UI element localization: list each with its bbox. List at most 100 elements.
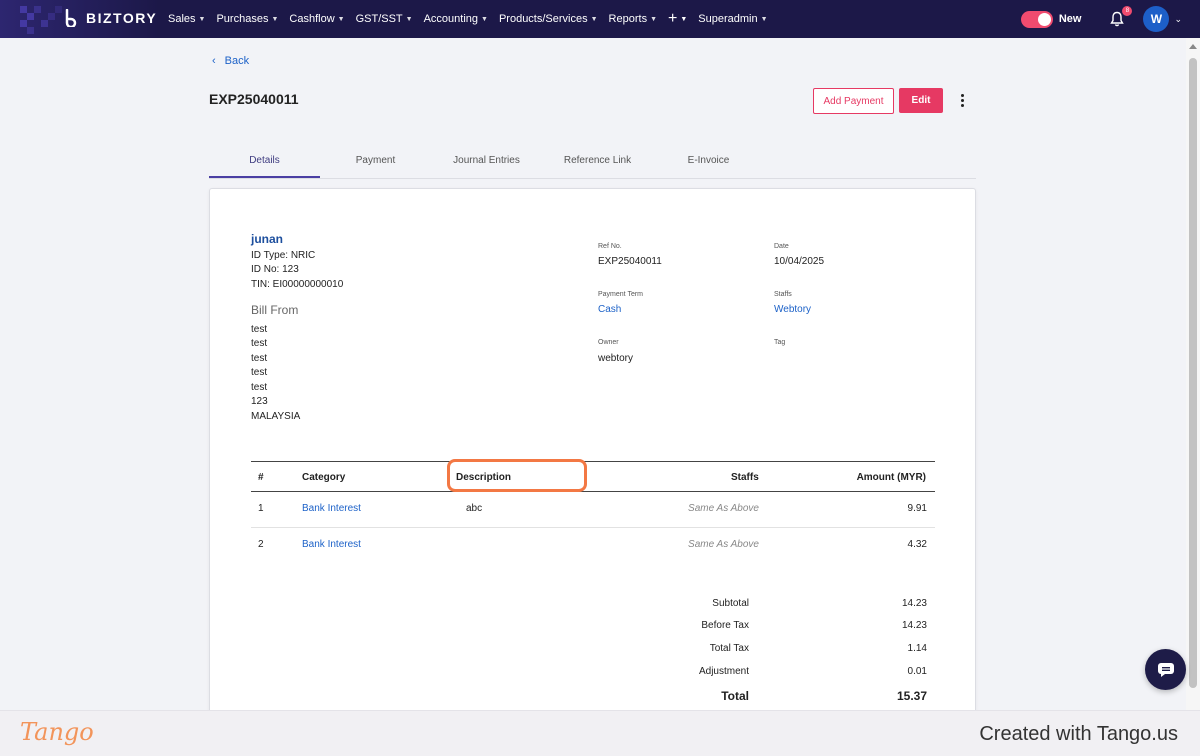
staffs-link[interactable]: Webtory	[774, 304, 812, 315]
date-label: Date	[774, 243, 789, 250]
bill-from-line: test	[251, 353, 268, 364]
caret-down-icon: ▼	[481, 15, 488, 23]
bell-icon	[1110, 11, 1125, 27]
more-options-kebab-icon[interactable]	[957, 93, 967, 109]
contact-id-type: ID Type: NRIC	[251, 250, 316, 261]
contact-name-link[interactable]: junan	[251, 232, 283, 246]
quick-add-menu[interactable]: + ▼	[668, 10, 687, 28]
chat-icon	[1157, 662, 1174, 677]
main-menu: Sales ▼ Purchases ▼ Cashflow ▼ GST/SST ▼ Acc…	[168, 0, 768, 38]
contact-tin: TIN: EI00000000010	[251, 279, 344, 290]
bill-from-line: test	[251, 338, 268, 349]
menu-item-superadmin[interactable]: Superadmin ▼	[698, 13, 767, 25]
column-header-staffs: Staffs	[731, 472, 759, 483]
menu-label: Superadmin	[698, 13, 758, 25]
tab-payment[interactable]: Payment	[355, 155, 396, 166]
row-amount: 4.32	[907, 539, 927, 550]
menu-label: GST/SST	[355, 13, 403, 25]
bill-from-line: test	[251, 324, 268, 335]
row-staffs: Same As Above	[688, 539, 759, 550]
new-ui-toggle[interactable]	[1020, 10, 1053, 28]
row-amount: 9.91	[907, 503, 927, 514]
table-row: 1 Bank Interest abc Same As Above 9.91	[251, 492, 935, 528]
ref-no-label: Ref No.	[598, 243, 622, 250]
owner-value: webtory	[598, 353, 634, 364]
column-header-number: #	[258, 472, 264, 483]
total-value: 15.37	[896, 689, 927, 703]
page-title: EXP25040011	[209, 91, 299, 107]
chevron-down-icon[interactable]: ⌄	[1174, 13, 1182, 24]
menu-item-sales[interactable]: Sales ▼	[168, 13, 205, 25]
caret-down-icon: ▼	[680, 15, 688, 23]
row-description: abc	[466, 503, 483, 514]
page-scrollbar[interactable]	[1186, 38, 1200, 710]
scroll-up-arrow-icon[interactable]	[1189, 44, 1197, 49]
add-payment-button[interactable]: Add Payment	[813, 88, 894, 114]
plus-icon: +	[668, 10, 678, 27]
total-label: Total	[721, 689, 749, 703]
caret-down-icon: ▼	[271, 15, 279, 23]
tag-label: Tag	[774, 339, 786, 346]
tango-footer: Tango Created with Tango.us	[0, 710, 1200, 756]
edit-button[interactable]: Edit	[899, 88, 943, 113]
before-tax-value: 14.23	[901, 620, 927, 631]
tango-logo: Tango	[20, 718, 94, 746]
menu-label: Purchases	[216, 13, 269, 25]
caret-down-icon: ▼	[590, 15, 598, 23]
row-category-link[interactable]: Bank Interest	[302, 539, 361, 550]
contact-id-no: ID No: 123	[251, 264, 299, 275]
caret-down-icon: ▼	[405, 15, 413, 23]
bill-from-line: 123	[251, 396, 268, 407]
brand-logo-link[interactable]: BIZTORY	[64, 9, 157, 27]
back-link[interactable]: ‹ Back	[212, 55, 249, 67]
caret-down-icon: ▼	[650, 15, 658, 23]
adjustment-value: 0.01	[907, 666, 927, 677]
before-tax-label: Before Tax	[701, 620, 749, 631]
column-header-category: Category	[302, 472, 346, 483]
bill-from-line: test	[251, 382, 268, 393]
caret-down-icon: ▼	[760, 15, 768, 23]
back-label: Back	[224, 55, 250, 67]
caret-down-icon: ▼	[337, 15, 345, 23]
tab-journal-entries[interactable]: Journal Entries	[453, 155, 520, 166]
chat-support-button[interactable]	[1145, 649, 1186, 690]
menu-item-products-services[interactable]: Products/Services ▼	[499, 13, 598, 25]
tab-details[interactable]: Details	[209, 143, 320, 178]
total-tax-value: 1.14	[907, 643, 927, 654]
menu-item-cashflow[interactable]: Cashflow ▼	[289, 13, 344, 25]
menu-item-reports[interactable]: Reports ▼	[609, 13, 657, 25]
bill-from-line: MALAYSIA	[251, 411, 301, 422]
menu-item-purchases[interactable]: Purchases ▼	[216, 13, 278, 25]
scrollbar-thumb[interactable]	[1189, 58, 1197, 688]
user-avatar[interactable]: W	[1143, 6, 1170, 32]
notifications-button[interactable]: 8	[1109, 6, 1133, 27]
biztory-logo-icon	[65, 9, 77, 27]
toggle-knob	[1037, 12, 1051, 26]
menu-item-accounting[interactable]: Accounting ▼	[424, 13, 488, 25]
table-row: 2 Bank Interest Same As Above 4.32	[251, 528, 935, 564]
menu-label: Cashflow	[289, 13, 335, 25]
detail-tabs: Details Payment Journal Entries Referenc…	[209, 143, 976, 179]
tab-reference-link[interactable]: Reference Link	[563, 155, 632, 166]
total-tax-label: Total Tax	[709, 643, 749, 654]
brand-area	[0, 0, 160, 38]
caret-down-icon: ▼	[198, 15, 206, 23]
tango-credit: Created with Tango.us	[979, 723, 1178, 745]
menu-label: Sales	[168, 13, 196, 25]
bill-from-heading: Bill From	[251, 303, 299, 317]
menu-item-gst-sst[interactable]: GST/SST ▼	[356, 13, 413, 25]
column-header-amount: Amount (MYR)	[856, 472, 926, 483]
expense-items-table: # Category Description Staffs Amount (MY…	[251, 461, 935, 564]
nav-right: New 8 W ⌄	[1020, 0, 1182, 38]
payment-term-link[interactable]: Cash	[598, 304, 622, 315]
menu-label: Products/Services	[498, 13, 588, 25]
brand-name: BIZTORY	[86, 10, 158, 26]
column-header-description: Description	[456, 472, 512, 483]
tab-e-invoice[interactable]: E-Invoice	[687, 155, 730, 166]
bill-from-line: test	[251, 367, 268, 378]
menu-label: Accounting	[423, 13, 479, 25]
notification-badge: 8	[1122, 6, 1133, 16]
row-category-link[interactable]: Bank Interest	[302, 503, 361, 514]
date-value: 10/04/2025	[774, 256, 825, 267]
row-number: 2	[258, 539, 264, 550]
